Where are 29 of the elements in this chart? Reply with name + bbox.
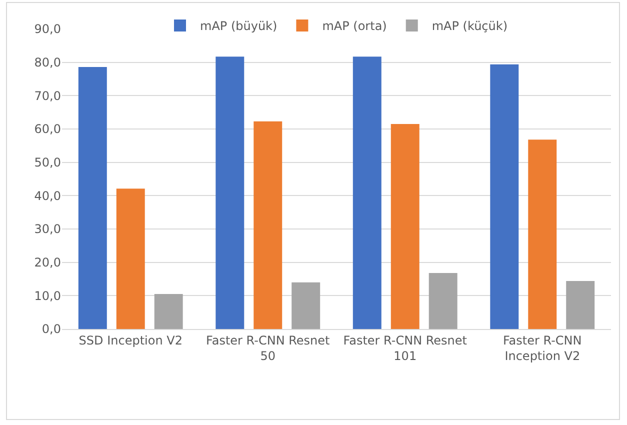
bar xyxy=(490,64,519,329)
bar xyxy=(154,294,183,329)
bar xyxy=(292,282,320,329)
legend-label: mAP (büyük) xyxy=(200,19,278,34)
x-tick-label: SSD Inception V2 xyxy=(78,333,182,348)
x-tick-label: Faster R-CNN Inception V2 xyxy=(502,333,582,363)
legend-label: mAP (orta) xyxy=(322,19,387,34)
bar xyxy=(528,140,557,329)
y-tick-label: 10,0 xyxy=(34,288,61,303)
bar xyxy=(428,273,458,329)
x-tick-label: Faster R-CNN Resnet 101 xyxy=(343,333,468,363)
y-tick-label: 50,0 xyxy=(34,156,61,170)
bar xyxy=(78,67,107,329)
legend-label: mAP (küçük) xyxy=(432,19,508,34)
y-tick-label: 20,0 xyxy=(34,256,61,270)
y-tick-label: 60,0 xyxy=(34,122,61,136)
bar xyxy=(390,124,420,329)
bar xyxy=(216,56,244,329)
x-tick-label: Faster R-CNN Resnet 50 xyxy=(206,333,330,363)
bar xyxy=(116,188,145,329)
y-tick-label: 80,0 xyxy=(34,56,61,70)
bar xyxy=(254,121,282,329)
bar xyxy=(352,56,382,329)
y-tick-label: 30,0 xyxy=(34,222,61,236)
y-tick-label: 0,0 xyxy=(42,322,61,336)
y-tick-label: 90,0 xyxy=(34,22,61,36)
y-tick-label: 70,0 xyxy=(34,88,61,103)
y-tick-label: 40,0 xyxy=(34,188,61,203)
bar xyxy=(566,281,595,329)
